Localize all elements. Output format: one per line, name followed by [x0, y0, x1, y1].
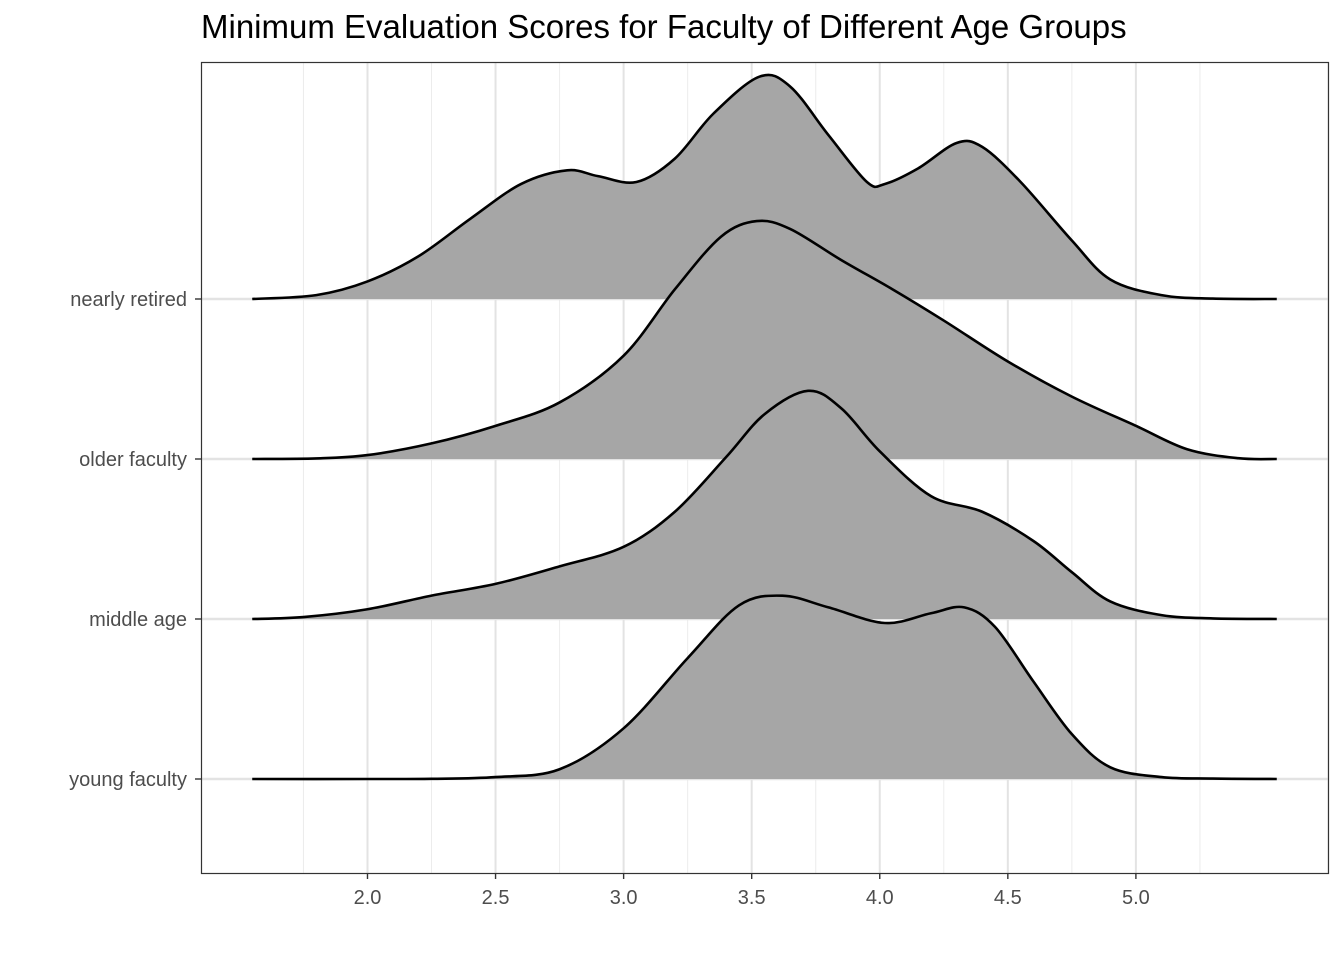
x-tick-label: 4.5	[994, 887, 1022, 909]
ridge-fill-middle-age	[252, 390, 1277, 619]
y-tick-label: middle age	[89, 609, 187, 631]
chart-title: Minimum Evaluation Scores for Faculty of…	[201, 8, 1127, 45]
x-tick-label: 3.5	[738, 887, 766, 909]
ridge-line-nearly-retired	[252, 73, 1277, 301]
ridge-line-middle-age	[252, 389, 1277, 621]
x-tick-label: 5.0	[1122, 887, 1150, 909]
y-tick-label: older faculty	[79, 449, 187, 471]
x-tick-label: 2.5	[482, 887, 510, 909]
y-tick-label: young faculty	[69, 769, 187, 791]
x-tick-label: 4.0	[866, 887, 894, 909]
ridge-fill-older-faculty	[252, 220, 1277, 460]
x-tick-label: 2.0	[354, 887, 382, 909]
ridge-fill-nearly-retired	[252, 74, 1277, 300]
ridges-layer	[252, 73, 1277, 781]
y-tick-label: nearly retired	[70, 289, 187, 311]
plot-border	[200, 61, 1330, 875]
ridge-line-older-faculty	[252, 219, 1277, 461]
x-tick-label: 3.0	[610, 887, 638, 909]
ridge-fill-young-faculty	[252, 595, 1277, 780]
axes-layer: 2.0 2.5 3.0 3.5 4.0 4.5 5.0 young faculty middle…	[69, 289, 1150, 909]
ridge-line-young-faculty	[252, 594, 1277, 781]
